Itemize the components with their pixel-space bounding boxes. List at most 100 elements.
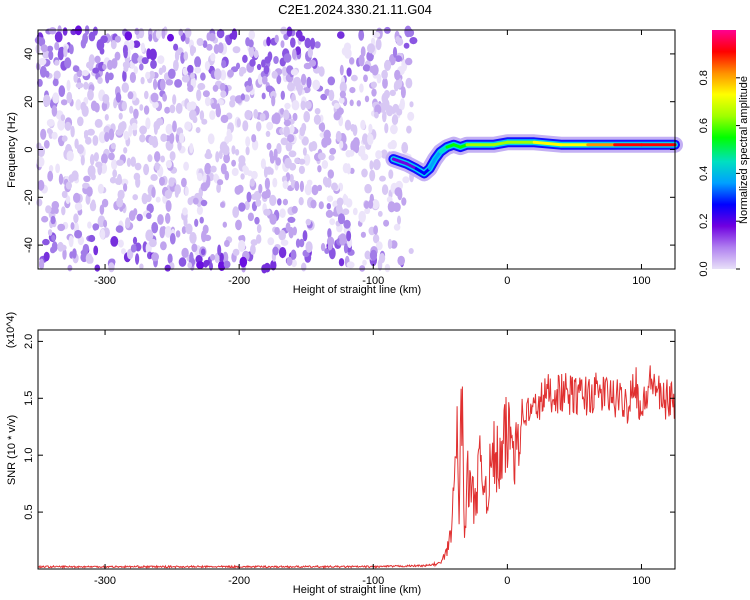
heatmap-cell (190, 72, 195, 79)
heatmap-cell (249, 59, 256, 67)
heatmap-cell (57, 118, 65, 131)
heatmap-cell (224, 239, 230, 248)
heatmap-cell (321, 160, 329, 169)
heatmap-cell (154, 162, 160, 171)
heatmap-cell (305, 218, 311, 226)
heatmap-cell (317, 165, 322, 173)
snr-series-line (37, 365, 676, 569)
heatmap-cell (396, 108, 403, 116)
heatmap-cell (67, 264, 73, 272)
heatmap-cell (244, 200, 250, 211)
heatmap-cell (181, 75, 190, 83)
heatmap-cell (162, 93, 168, 102)
heatmap-cell (191, 243, 198, 253)
heatmap-cell (47, 229, 53, 236)
heatmap-cell (140, 42, 145, 53)
heatmap-cell (263, 65, 270, 75)
heatmap-cell (384, 263, 391, 273)
heatmap-cell (282, 198, 288, 206)
heatmap-cell (74, 229, 83, 239)
heatmap-cell (235, 62, 241, 70)
heatmap-cell (82, 182, 90, 189)
heatmap-cell (173, 43, 179, 51)
heatmap-cell (401, 197, 407, 206)
heatmap-cell (375, 150, 383, 160)
heatmap-cell (256, 121, 262, 132)
heatmap-cell (372, 31, 381, 38)
heatmap-cell (165, 123, 173, 135)
heatmap-cell (77, 144, 84, 155)
heatmap-cell (265, 85, 274, 93)
heatmap-cell (139, 104, 144, 111)
heatmap-cell (280, 108, 285, 115)
heatmap-cell (45, 205, 52, 214)
heatmap-cell (64, 121, 72, 131)
heatmap-cell (87, 165, 96, 178)
heatmap-cell (41, 215, 49, 223)
heatmap-cell (388, 169, 394, 179)
heatmap-cell (286, 256, 293, 266)
heatmap-cell (258, 183, 263, 194)
heatmap-cell (232, 248, 240, 256)
heatmap-cell (397, 215, 401, 225)
heatmap-cell (291, 205, 298, 214)
heatmap-cell (192, 197, 199, 205)
heatmap-cell (371, 64, 379, 76)
heatmap-cell (72, 65, 80, 72)
spectrogram-x-label: Height of straight line (km) (293, 284, 421, 296)
heatmap-cell (175, 230, 181, 238)
heatmap-cell (408, 248, 414, 254)
heatmap-cell (229, 33, 235, 40)
heatmap-cell (262, 75, 268, 85)
heatmap-cell (298, 165, 305, 175)
heatmap-cell (349, 99, 354, 107)
heatmap-cell (214, 68, 222, 81)
heatmap-cell (169, 151, 176, 161)
heatmap-cell (323, 136, 332, 146)
snr-panel: -300 -200 -100 0 100 0.5 1.0 1.5 2.0 (x10^4) He… (5, 312, 676, 596)
heatmap-cell (373, 225, 378, 235)
heatmap-cell (223, 260, 231, 269)
heatmap-cell (158, 67, 164, 76)
heatmap-cell (151, 222, 159, 234)
heatmap-cell (66, 91, 73, 104)
heatmap-cell (182, 67, 189, 76)
heatmap-cell (34, 36, 43, 45)
heatmap-cell (364, 183, 372, 194)
heatmap-cell (45, 70, 50, 78)
heatmap-cell (69, 44, 74, 55)
heatmap-cell (40, 44, 48, 53)
heatmap-cell (328, 247, 336, 260)
snr-y-label: SNR (10 * v/v) (6, 415, 18, 485)
heatmap-cell (401, 142, 409, 154)
heatmap-cell (129, 39, 135, 50)
heatmap-cell (273, 148, 278, 161)
heatmap-cell (253, 49, 259, 59)
heatmap-cell (149, 238, 157, 248)
heatmap-cell (42, 238, 50, 246)
heatmap-cell (111, 159, 118, 170)
heatmap-cell (292, 226, 297, 236)
heatmap-cell (360, 119, 366, 130)
heatmap-cell (409, 101, 414, 108)
heatmap-cell (65, 181, 72, 190)
heatmap-cell (52, 92, 60, 104)
heatmap-cell (51, 105, 58, 117)
heatmap-cell (205, 148, 211, 158)
y-tick-label: 2.0 (23, 334, 35, 349)
heatmap-cell (369, 160, 374, 171)
heatmap-cell (200, 182, 208, 192)
heatmap-cell (310, 141, 318, 151)
heatmap-cell (285, 142, 293, 152)
heatmap-cell (301, 122, 307, 133)
x-tick-label: 100 (632, 575, 650, 587)
heatmap-cell (269, 213, 277, 225)
heatmap-cell (105, 71, 110, 84)
heatmap-cell (207, 133, 215, 145)
heatmap-cell (333, 111, 341, 121)
heatmap-cell (336, 204, 342, 213)
heatmap-cell (108, 262, 115, 273)
heatmap-cell (114, 51, 121, 61)
signal-segment (532, 140, 563, 147)
heatmap-cell (359, 145, 366, 152)
